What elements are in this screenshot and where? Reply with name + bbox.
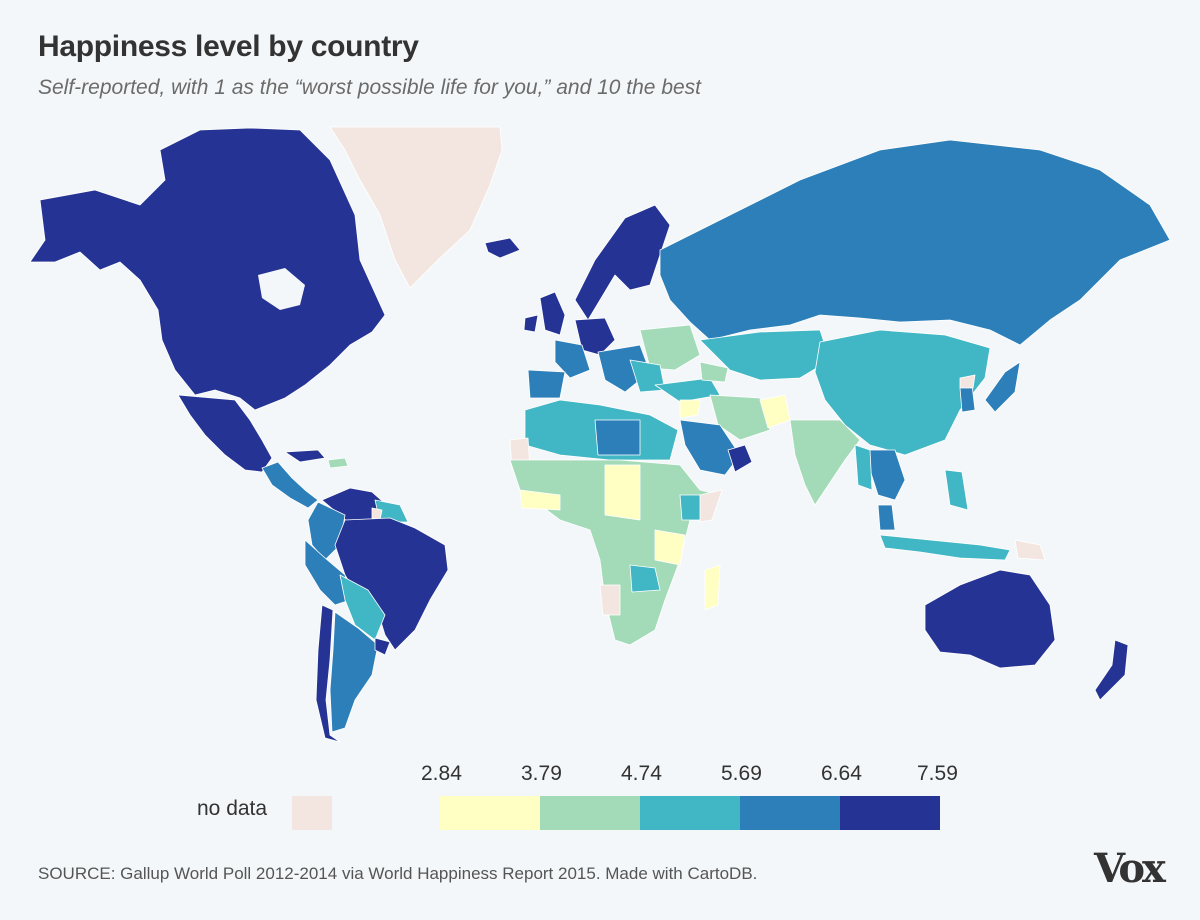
legend-tick: 5.69 — [721, 762, 762, 785]
region-papua-new-guinea — [1014, 539, 1046, 561]
legend-no-data-swatch — [292, 796, 332, 830]
region-central-america — [261, 461, 319, 509]
chart-title: Happiness level by country — [38, 30, 419, 63]
region-myanmar — [854, 444, 873, 491]
vox-logo: Vox — [1094, 845, 1166, 892]
region-philippines — [944, 469, 969, 511]
region-turkey — [654, 377, 721, 403]
legend-swatch — [840, 796, 940, 830]
legend-tick: 3.79 — [521, 762, 562, 785]
region-france — [554, 339, 591, 379]
region-saudi-arabia — [679, 419, 741, 476]
region-argentina — [329, 611, 379, 733]
region-madagascar — [704, 564, 721, 611]
chart-subtitle: Self-reported, with 1 as the “worst poss… — [38, 76, 702, 99]
region-chile — [315, 604, 341, 743]
region-nordics — [574, 204, 671, 321]
region-iceland — [484, 237, 521, 259]
legend-swatch — [440, 796, 540, 830]
region-malaysia — [877, 504, 896, 531]
legend-color-scale — [440, 796, 940, 830]
region-greenland — [329, 126, 503, 289]
region-hudson-bay — [258, 268, 305, 310]
region-new-zealand — [1094, 639, 1129, 701]
region-iberia — [527, 369, 566, 399]
region-japan — [984, 361, 1021, 413]
region-uruguay — [374, 637, 391, 656]
legend-no-data-label: no data — [197, 797, 268, 820]
region-peru — [304, 539, 351, 606]
region-mexico — [177, 394, 273, 473]
region-oman — [727, 444, 753, 473]
region-caribbean — [284, 449, 326, 463]
region-australia — [924, 569, 1056, 669]
legend-swatch — [540, 796, 640, 830]
region-north-america — [29, 127, 386, 411]
region-thailand-indochina — [867, 449, 906, 501]
region-tanzania — [654, 529, 686, 566]
legend-tick: 4.74 — [621, 762, 662, 785]
region-somalia — [699, 489, 723, 523]
region-iran — [709, 394, 771, 441]
region-uk — [523, 291, 566, 336]
region-libya — [594, 419, 641, 456]
region-russia — [659, 139, 1171, 346]
region-namibia — [599, 584, 621, 616]
region-central-asia — [699, 329, 831, 381]
region-north-korea — [959, 374, 976, 389]
region-west-africa-low — [519, 489, 561, 511]
region-caucasus — [699, 361, 729, 383]
region-china — [814, 329, 991, 456]
region-eastern-europe — [639, 324, 701, 371]
region-angola-zambia — [629, 564, 661, 593]
legend-tick: 6.64 — [821, 762, 862, 785]
legend-swatch — [640, 796, 740, 830]
region-india — [789, 419, 861, 506]
source-note: SOURCE: Gallup World Poll 2012-2014 via … — [38, 864, 758, 883]
region-east-africa — [679, 494, 703, 521]
region-syria-iraq — [679, 399, 701, 419]
region-sub-saharan-africa — [509, 459, 721, 646]
legend-tick: 7.59 — [917, 762, 958, 785]
region-hispaniola — [327, 457, 349, 469]
region-korea — [959, 384, 976, 413]
world-choropleth-map — [29, 126, 1171, 743]
legend-swatch — [740, 796, 840, 830]
region-indonesia — [879, 534, 1011, 561]
region-chad-car — [604, 464, 641, 521]
legend-tick: 2.84 — [421, 762, 462, 785]
